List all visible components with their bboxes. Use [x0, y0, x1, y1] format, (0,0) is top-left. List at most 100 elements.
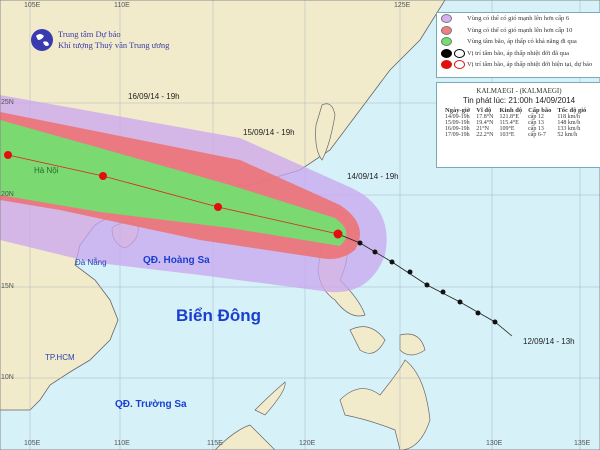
table-row: 14/09-19h 17.8°N 121.8°E cấp 12 118 km/h: [442, 114, 589, 120]
col-header: Kinh độ: [499, 107, 523, 114]
cell: cấp 12: [528, 114, 544, 120]
storm-position-icon: [333, 229, 343, 239]
cell: 115.4°E: [499, 120, 519, 126]
col-header: Ngày-giờ: [445, 107, 471, 114]
cell: 19.4°N: [476, 120, 494, 126]
lon-label: 105E: [24, 2, 41, 9]
storm-name: KALMAEGI - (KALMAEGI): [476, 87, 562, 95]
storm-position-icon: [440, 289, 446, 295]
lon-label: 125E: [394, 2, 411, 9]
storm-position-icon: [492, 319, 498, 325]
legend-text: Vùng có thể có gió mạnh lên hơn cấp 6: [467, 15, 570, 23]
legend-item: Vùng có thể có gió mạnh lên hơn cấp 6: [441, 13, 600, 25]
sea-label: Biển Đông: [176, 306, 261, 325]
lon-label: 130E: [486, 440, 503, 447]
land-palawan: [254, 381, 286, 416]
cell: 14/09-19h: [445, 114, 470, 120]
lat-label: 15N: [1, 283, 14, 290]
map-legend: Vùng có thể có gió mạnh lên hơn cấp 6 Vù…: [436, 12, 600, 78]
track-label: 14/09/14 - 19h: [347, 172, 399, 181]
paracel-label: QĐ. Hoàng Sa: [143, 255, 210, 266]
org-line1: Trung tâm Dự báo: [58, 29, 121, 39]
table-row: 16/09-19h 21°N 109°E cấp 13 133 km/h: [442, 126, 589, 132]
issued-time: Tin phát lúc: 21:00h 14/09/2014: [462, 96, 576, 105]
storm-position-icon: [457, 299, 463, 305]
land-mindanao: [339, 359, 431, 450]
track-label: 12/09/14 - 13h: [523, 337, 575, 346]
legend-item: Vị trí tâm bão, áp thấp nhiệt đới hiện t…: [441, 59, 600, 71]
land-borneo: [214, 424, 276, 450]
storm-position-icon: [389, 259, 395, 265]
forecast-positions: [4, 151, 343, 239]
cell: 15/09-19h: [445, 120, 470, 126]
legend-item: Vùng có thể có gió mạnh lên hơn cấp 10: [441, 25, 600, 37]
col-header: Vĩ độ: [476, 107, 492, 114]
past-depression-icon: [454, 48, 465, 58]
table-row: 17/09-19h 22.2°N 103°E cấp 6-7 52 km/h: [442, 132, 589, 138]
lon-label: 110E: [114, 440, 130, 447]
storm-position-icon: [214, 203, 222, 211]
place-danang: Đà Nẵng: [75, 258, 107, 267]
cell: 22.2°N: [476, 132, 494, 138]
agency-logo: Trung tâm Dự báo Khí tượng Thuỷ văn Trun…: [30, 28, 169, 52]
cell: 17/09-19h: [445, 132, 470, 138]
place-hcm: TP.HCM: [45, 353, 75, 362]
lat-label: 20N: [1, 191, 14, 198]
legend-text: Vùng tâm bão, áp thấp có khả năng đi qua: [467, 38, 577, 46]
storm-position-icon: [475, 310, 481, 316]
cell: 103°E: [499, 132, 515, 138]
lat-label: 10N: [1, 374, 14, 381]
cell: 118 km/h: [557, 114, 581, 120]
storm-position-icon: [357, 240, 363, 246]
track-label: 16/09/14 - 19h: [128, 92, 180, 101]
forecast-track-line: [7, 154, 339, 235]
cell: 52 km/h: [557, 132, 578, 138]
cell: 17.8°N: [476, 114, 494, 120]
cell: cấp 13: [528, 126, 544, 132]
cell: 109°E: [499, 126, 515, 132]
storm-position-icon: [407, 269, 413, 275]
past-storm-icon: [441, 48, 452, 58]
org-line2: Khí tượng Thuỷ văn Trung ương: [58, 40, 170, 50]
legend-item: Vùng tâm bão, áp thấp có khả năng đi qua: [441, 36, 600, 48]
red-zone-icon: [441, 25, 452, 35]
purple-zone-icon: [441, 14, 452, 24]
lon-label: 110E: [114, 2, 130, 9]
storm-position-icon: [99, 172, 107, 180]
cell: cấp 13: [528, 120, 544, 126]
track-label: 15/09/14 - 19h: [243, 128, 295, 137]
storm-position-icon: [372, 249, 378, 255]
lon-label: 135E: [574, 440, 591, 447]
globe-logo-icon: [31, 29, 53, 51]
lon-label: 105E: [24, 440, 41, 447]
legend-text: Vùng có thể có gió mạnh lên hơn cấp 10: [467, 26, 573, 34]
storm-position-icon: [424, 282, 430, 288]
legend-text: Vị trí tâm bão, áp thấp nhiệt đới đã qua: [467, 49, 569, 57]
forecast-depression-icon: [454, 60, 465, 70]
cell: 133 km/h: [557, 126, 581, 132]
lon-label: 115E: [207, 440, 223, 447]
legend-item: Vị trí tâm bão, áp thấp nhiệt đới đã qua: [441, 48, 600, 60]
green-zone-icon: [441, 37, 452, 47]
col-header: Tốc độ gió: [557, 107, 587, 114]
lon-label: 120E: [299, 440, 316, 447]
cell: 21°N: [476, 126, 489, 132]
cell: cấp 6-7: [528, 132, 546, 138]
col-header: Cấp bão: [528, 107, 552, 114]
lat-label: 25N: [1, 99, 14, 106]
land-taiwan: [315, 103, 336, 161]
cell: 121.8°E: [499, 114, 520, 120]
cell: 148 km/h: [557, 120, 581, 126]
table-row: 15/09-19h 19.4°N 115.4°E cấp 13 148 km/h: [442, 120, 589, 126]
forecast-storm-icon: [441, 60, 452, 70]
place-hanoi: Hà Nội: [34, 166, 59, 175]
storm-position-icon: [4, 151, 12, 159]
forecast-table: Ngày-giờ Vĩ độ Kinh độ Cấp bão Tốc độ gi…: [442, 107, 589, 138]
spratly-label: QĐ. Trường Sa: [115, 399, 187, 410]
legend-text: Vị trí tâm bão, áp thấp nhiệt đới hiện t…: [467, 61, 593, 69]
land-visayas: [349, 326, 426, 356]
storm-info-panel: KALMAEGI - (KALMAEGI) Tin phát lúc: 21:0…: [436, 82, 600, 168]
cone-center: [0, 120, 347, 246]
cell: 16/09-19h: [445, 126, 470, 132]
past-positions: [357, 240, 498, 325]
